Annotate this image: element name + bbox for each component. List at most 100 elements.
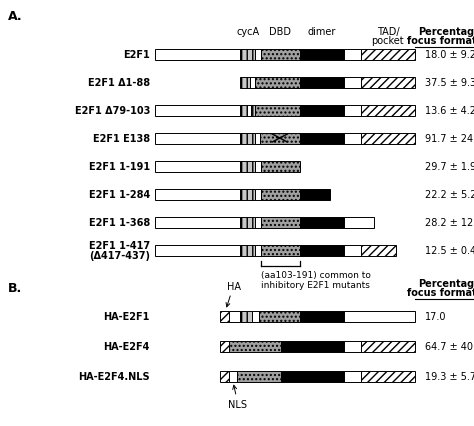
Bar [155,133,240,144]
Text: HA-E2F4.NLS: HA-E2F4.NLS [78,371,150,381]
Text: E2F1 1-191: E2F1 1-191 [89,161,150,172]
Text: E2F1: E2F1 [123,50,150,60]
Text: E2F1 1-417: E2F1 1-417 [89,240,150,250]
Bar [247,105,251,116]
Bar [155,161,240,172]
Bar [260,133,300,144]
Bar [229,311,240,322]
Bar [240,311,252,322]
Bar [345,49,361,60]
Text: 28.2 ± 12.4: 28.2 ± 12.4 [425,218,474,227]
Bar [361,49,415,60]
Text: A.: A. [8,10,23,23]
Text: 17.0: 17.0 [425,311,447,321]
Bar [252,311,259,322]
Bar [240,245,255,256]
Text: HA: HA [226,281,241,307]
Bar [281,371,345,382]
Bar [361,245,396,256]
Text: 91.7 ± 24.7: 91.7 ± 24.7 [425,134,474,144]
Bar [259,311,300,322]
Bar [361,371,415,382]
Bar [345,105,361,116]
Bar [255,133,260,144]
Bar [240,49,255,60]
Bar [155,189,240,200]
Bar [255,49,261,60]
Bar [300,77,345,88]
Text: 29.7 ± 1.9: 29.7 ± 1.9 [425,161,474,172]
Text: dimer: dimer [308,27,337,37]
Bar [240,105,247,116]
Bar [300,133,345,144]
Bar [300,245,345,256]
Bar [255,77,300,88]
Text: E2F1 1-368: E2F1 1-368 [89,218,150,227]
Bar [361,341,415,352]
Text: E2F1 E138: E2F1 E138 [93,134,150,144]
Bar [229,371,237,382]
Text: (Δ417-437): (Δ417-437) [89,250,150,260]
Bar [361,77,415,88]
Text: 19.3 ± 5.7: 19.3 ± 5.7 [425,371,474,381]
Text: 37.5 ± 9.3: 37.5 ± 9.3 [425,78,474,88]
Bar [155,245,240,256]
Bar [240,161,255,172]
Bar [155,105,240,116]
Bar [155,49,240,60]
Text: inhibitory E2F1 mutants: inhibitory E2F1 mutants [261,280,370,289]
Bar [237,371,281,382]
Bar [255,189,261,200]
Text: E2F1 Δ1-88: E2F1 Δ1-88 [88,78,150,88]
Text: 22.2 ± 5.2: 22.2 ± 5.2 [425,190,474,199]
Text: 12.5 ± 0.4: 12.5 ± 0.4 [425,245,474,256]
Bar [300,49,345,60]
Text: E2F1 Δ79-103: E2F1 Δ79-103 [74,106,150,116]
Bar [229,341,281,352]
Bar [220,371,229,382]
Bar [345,341,361,352]
Bar [250,77,255,88]
Bar [261,189,300,200]
Bar [255,217,261,228]
Bar [240,217,255,228]
Text: HA-E2F4: HA-E2F4 [104,341,150,351]
Text: 13.6 ± 4.2: 13.6 ± 4.2 [425,106,474,116]
Text: TAD/: TAD/ [376,27,399,37]
Bar [155,217,240,228]
Text: cycA: cycA [237,27,259,37]
Text: pocket: pocket [372,36,404,46]
Bar [300,217,345,228]
Bar [220,311,229,322]
Bar [361,105,415,116]
Bar [361,133,415,144]
Text: Percentage: Percentage [419,278,474,288]
Text: NLS: NLS [228,386,247,409]
Bar [255,245,261,256]
Bar [261,245,300,256]
Bar [345,217,374,228]
Text: focus formation: focus formation [407,36,474,46]
Bar [261,49,300,60]
Text: 64.7 ± 40.1: 64.7 ± 40.1 [425,341,474,351]
Bar [261,161,300,172]
Bar [261,217,300,228]
Text: B.: B. [8,281,22,294]
Bar [300,311,345,322]
Bar [240,133,255,144]
Bar [300,189,329,200]
Bar [251,105,255,116]
Bar [345,371,361,382]
Bar [220,341,229,352]
Text: Percentage: Percentage [419,27,474,37]
Bar [345,77,361,88]
Bar [240,77,250,88]
Bar [255,105,300,116]
Bar [281,341,345,352]
Text: HA-E2F1: HA-E2F1 [104,311,150,321]
Bar [345,133,361,144]
Text: focus formation: focus formation [407,287,474,297]
Text: E2F1 1-284: E2F1 1-284 [89,190,150,199]
Text: 18.0 ± 9.2: 18.0 ± 9.2 [425,50,474,60]
Text: DBD: DBD [269,27,291,37]
